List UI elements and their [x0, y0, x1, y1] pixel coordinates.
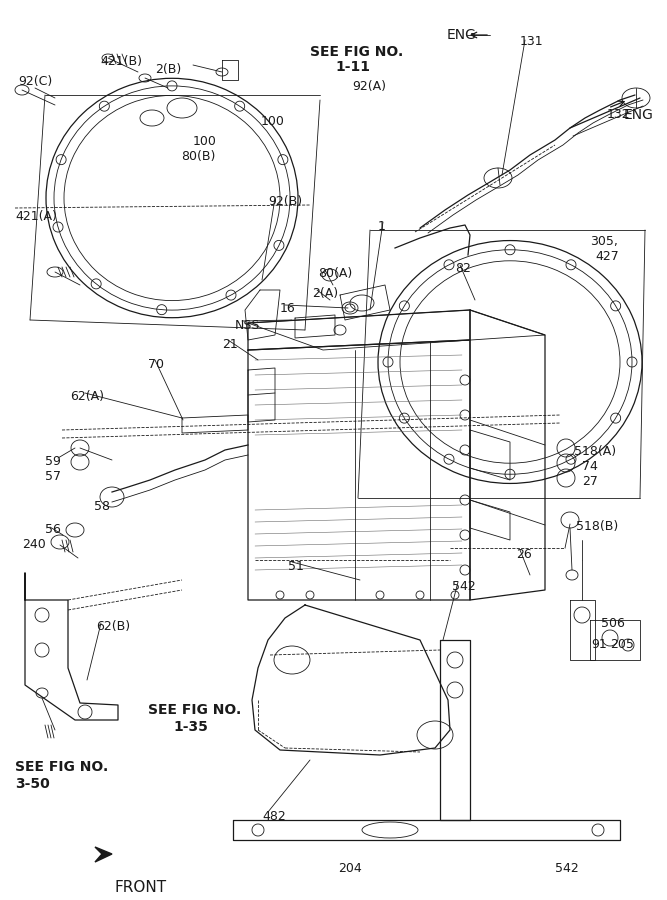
Text: 542: 542 — [555, 862, 579, 875]
Text: 506: 506 — [601, 617, 625, 630]
Text: 421(B): 421(B) — [100, 55, 142, 68]
Polygon shape — [95, 847, 112, 862]
Text: 305,: 305, — [590, 235, 618, 248]
Text: 80(B): 80(B) — [181, 150, 215, 163]
Text: 2(B): 2(B) — [155, 63, 181, 76]
Text: 26: 26 — [516, 548, 532, 561]
Text: 80(A): 80(A) — [318, 267, 352, 280]
Text: 1-11: 1-11 — [335, 60, 370, 74]
Text: 482: 482 — [262, 810, 285, 823]
Text: 51: 51 — [288, 560, 304, 573]
Text: 16: 16 — [280, 302, 295, 315]
Text: 518(B): 518(B) — [576, 520, 618, 533]
Text: 92(A): 92(A) — [352, 80, 386, 93]
Text: NSS: NSS — [235, 319, 260, 332]
Text: 204: 204 — [338, 862, 362, 875]
Text: 74: 74 — [582, 460, 598, 473]
Text: 518(A): 518(A) — [574, 445, 616, 458]
Text: 132: 132 — [607, 108, 630, 121]
Text: 57: 57 — [45, 470, 61, 483]
Text: 2(A): 2(A) — [312, 287, 338, 300]
Text: 92(B): 92(B) — [268, 195, 302, 208]
Text: 21: 21 — [222, 338, 237, 351]
Text: 82: 82 — [455, 262, 471, 275]
Text: 3-50: 3-50 — [15, 777, 50, 791]
Text: 131: 131 — [520, 35, 544, 48]
Text: 240: 240 — [22, 538, 46, 551]
Text: SEE FIG NO.: SEE FIG NO. — [148, 703, 241, 717]
Text: 100: 100 — [261, 115, 285, 128]
Text: 62(A): 62(A) — [70, 390, 104, 403]
Text: 62(B): 62(B) — [96, 620, 130, 633]
Text: 421(A): 421(A) — [15, 210, 57, 223]
Text: 91: 91 — [591, 638, 607, 651]
Text: 427: 427 — [595, 250, 619, 263]
Text: 59: 59 — [45, 455, 61, 468]
Text: 56: 56 — [45, 523, 61, 536]
Text: ENG: ENG — [624, 108, 654, 122]
Text: 542: 542 — [452, 580, 476, 593]
Text: 70: 70 — [148, 358, 164, 371]
Text: 58: 58 — [94, 500, 110, 513]
Text: 205: 205 — [610, 638, 634, 651]
Text: 92(C): 92(C) — [18, 75, 52, 88]
Text: ENG: ENG — [447, 28, 477, 42]
Text: 100: 100 — [193, 135, 217, 148]
Text: 1-35: 1-35 — [173, 720, 208, 734]
Text: 1: 1 — [378, 220, 386, 233]
Text: 27: 27 — [582, 475, 598, 488]
Text: SEE FIG NO.: SEE FIG NO. — [15, 760, 108, 774]
Text: SEE FIG NO.: SEE FIG NO. — [310, 45, 404, 59]
Text: FRONT: FRONT — [115, 880, 167, 895]
